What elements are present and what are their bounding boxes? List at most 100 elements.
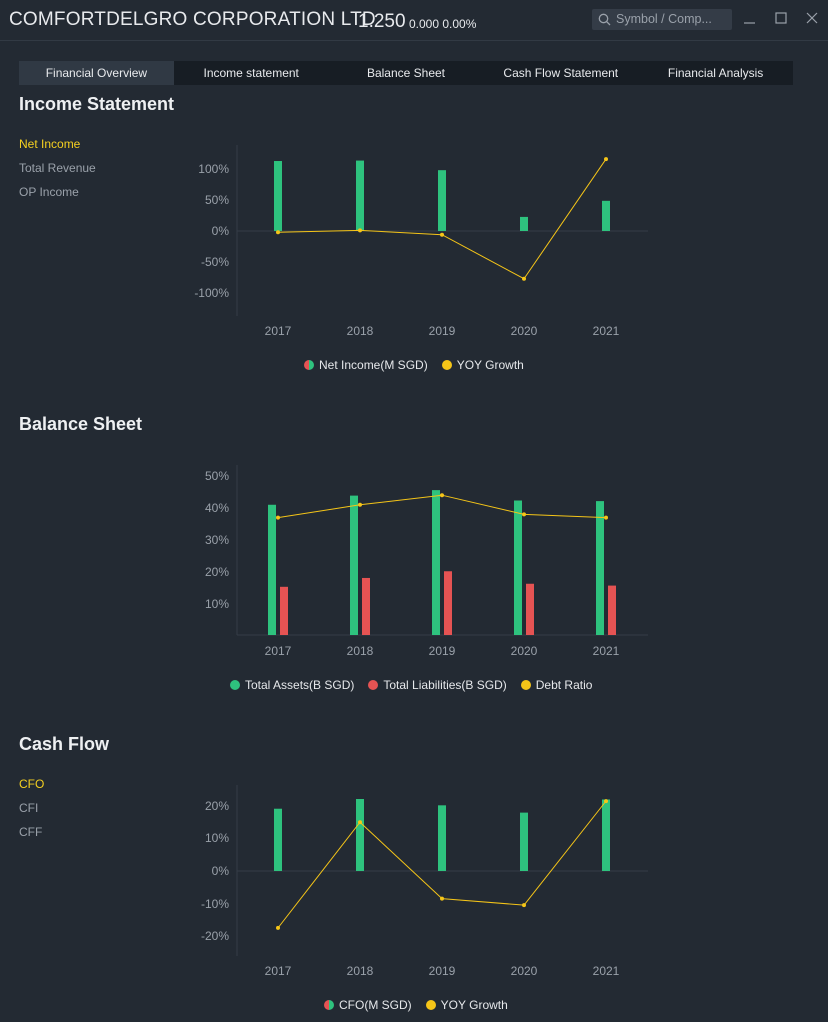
legend-item-net-income[interactable]: Net Income(M SGD) bbox=[304, 358, 428, 372]
x-tick-label: 2021 bbox=[593, 324, 620, 338]
yoy-point bbox=[604, 515, 608, 520]
legend-item-total-assets[interactable]: Total Assets(B SGD) bbox=[230, 678, 354, 692]
legend-yoy-label: YOY Growth bbox=[456, 358, 524, 372]
yoy-point bbox=[276, 515, 280, 520]
legend-item-yoy-growth[interactable]: YOY Growth bbox=[441, 358, 524, 372]
x-tick-label: 2019 bbox=[429, 324, 456, 338]
y-tick-label: 10% bbox=[205, 597, 229, 611]
tab-balance-sheet[interactable]: Balance Sheet bbox=[366, 66, 446, 80]
y-tick-label: 10% bbox=[205, 831, 229, 845]
search-icon bbox=[598, 13, 611, 26]
x-tick-label: 2020 bbox=[511, 324, 538, 338]
legend-item-total-liabilities[interactable]: Total Liabilities(B SGD) bbox=[368, 678, 507, 692]
yoy-point bbox=[522, 903, 526, 908]
company-name: COMFORTDELGRO CORPORATION LTD bbox=[9, 9, 376, 30]
cash-flow-title: Cash Flow bbox=[19, 734, 110, 754]
legend-item-debt-ratio[interactable]: Debt Ratio bbox=[520, 678, 593, 692]
balance-sheet-title: Balance Sheet bbox=[19, 414, 143, 434]
debt-ratio-legend-dot bbox=[520, 680, 531, 690]
link-net-income[interactable]: Net Income bbox=[19, 137, 81, 151]
bar-net-income bbox=[438, 170, 446, 231]
x-tick-label: 2021 bbox=[593, 644, 620, 658]
tab-financial-overview[interactable]: Financial Overview bbox=[19, 61, 174, 85]
yoy-point bbox=[440, 232, 444, 237]
title-bar: COMFORTDELGRO CORPORATION LTD 1.250 0.00… bbox=[0, 0, 828, 41]
x-tick-label: 2017 bbox=[265, 644, 292, 658]
bar-total-assets bbox=[268, 504, 276, 635]
legend-item-cfo[interactable]: CFO(M SGD) bbox=[324, 998, 412, 1012]
bar-total-assets bbox=[350, 495, 358, 635]
legend-item-cfo-yoy[interactable]: YOY Growth bbox=[425, 998, 508, 1012]
bar-total-liabilities bbox=[280, 586, 288, 635]
yoy-point bbox=[358, 820, 362, 825]
yoy-point bbox=[522, 276, 526, 281]
link-total-revenue[interactable]: Total Revenue bbox=[19, 161, 96, 175]
y-tick-label: -50% bbox=[201, 255, 229, 269]
bar-total-liabilities bbox=[444, 571, 452, 635]
y-tick-label: 50% bbox=[205, 193, 229, 207]
bar-total-assets bbox=[514, 500, 522, 635]
y-tick-label: 20% bbox=[205, 565, 229, 579]
net-income-legend-dot bbox=[304, 360, 314, 370]
link-op-income[interactable]: OP Income bbox=[19, 185, 79, 199]
legend-debt-ratio-label: Debt Ratio bbox=[535, 678, 593, 692]
y-tick-label: 100% bbox=[198, 162, 229, 176]
stock-price: 1.250 bbox=[358, 11, 406, 32]
maximize-icon[interactable] bbox=[773, 10, 789, 26]
y-tick-label: -20% bbox=[201, 929, 229, 943]
x-tick-label: 2021 bbox=[593, 964, 620, 978]
yoy-point bbox=[440, 493, 444, 498]
yoy-point bbox=[276, 925, 280, 930]
minimize-icon[interactable] bbox=[742, 10, 758, 26]
bar-net-income bbox=[356, 160, 364, 231]
x-tick-label: 2019 bbox=[429, 644, 456, 658]
bar-total-assets bbox=[596, 501, 604, 635]
yoy-point bbox=[276, 230, 280, 235]
liabilities-legend-dot bbox=[368, 680, 379, 690]
yoy-point bbox=[522, 512, 526, 517]
bar-cfo bbox=[602, 799, 610, 871]
y-tick-label: 0% bbox=[212, 864, 230, 878]
x-tick-label: 2020 bbox=[511, 964, 538, 978]
x-tick-label: 2018 bbox=[347, 964, 374, 978]
link-cfo[interactable]: CFO bbox=[19, 777, 45, 791]
y-tick-label: -10% bbox=[201, 897, 229, 911]
balance-legend: Total Assets(B SGD) Total Liabilities(B … bbox=[230, 678, 592, 692]
legend-cfo-yoy-label: YOY Growth bbox=[440, 998, 508, 1012]
y-tick-label: 0% bbox=[212, 224, 230, 238]
bar-net-income bbox=[602, 200, 610, 231]
x-tick-label: 2019 bbox=[429, 964, 456, 978]
x-tick-label: 2018 bbox=[347, 324, 374, 338]
income-legend: Net Income(M SGD) YOY Growth bbox=[304, 358, 524, 372]
cfo-legend-dot bbox=[324, 1000, 334, 1010]
search-placeholder: Symbol / Comp... bbox=[616, 12, 712, 26]
tab-financial-analysis[interactable]: Financial Analysis bbox=[667, 66, 764, 80]
cfo-yoy-legend-dot bbox=[425, 1000, 436, 1010]
x-tick-label: 2017 bbox=[265, 324, 292, 338]
bar-total-assets bbox=[432, 490, 440, 635]
legend-total-liabilities-label: Total Liabilities(B SGD) bbox=[383, 678, 507, 692]
x-tick-label: 2018 bbox=[347, 644, 374, 658]
bar-cfo bbox=[274, 808, 282, 871]
tab-income-statement[interactable]: Income statement bbox=[203, 66, 299, 80]
balance-sheet-chart: 50% 40% 30% 20% 10% 2017 2018 2019 2020 2021 bbox=[205, 465, 648, 658]
x-tick-label: 2017 bbox=[265, 964, 292, 978]
cash-flow-chart: 20% 10% 0% -10% -20% 2017 2018 2019 2020 2021 bbox=[201, 785, 648, 978]
tab-cash-flow-statement[interactable]: Cash Flow Statement bbox=[503, 66, 619, 80]
link-cff[interactable]: CFF bbox=[19, 825, 43, 839]
link-cfi[interactable]: CFI bbox=[19, 801, 39, 815]
bar-net-income bbox=[520, 216, 528, 231]
x-tick-label: 2020 bbox=[511, 644, 538, 658]
legend-net-income-label: Net Income(M SGD) bbox=[319, 358, 428, 372]
y-tick-label: 30% bbox=[205, 533, 229, 547]
bar-total-liabilities bbox=[526, 583, 534, 635]
close-icon[interactable] bbox=[804, 10, 820, 26]
yoy-line bbox=[277, 494, 607, 519]
legend-total-assets-label: Total Assets(B SGD) bbox=[245, 678, 355, 692]
yoy-point bbox=[604, 157, 608, 162]
symbol-search-input[interactable]: Symbol / Comp... bbox=[592, 9, 732, 30]
income-statement-chart: 100% 50% 0% -50% -100% 2017 2018 2019 2020 2021 bbox=[194, 145, 648, 338]
y-tick-label: -100% bbox=[194, 286, 229, 300]
bar-cfo bbox=[438, 805, 446, 871]
bar-cfo bbox=[520, 812, 528, 871]
